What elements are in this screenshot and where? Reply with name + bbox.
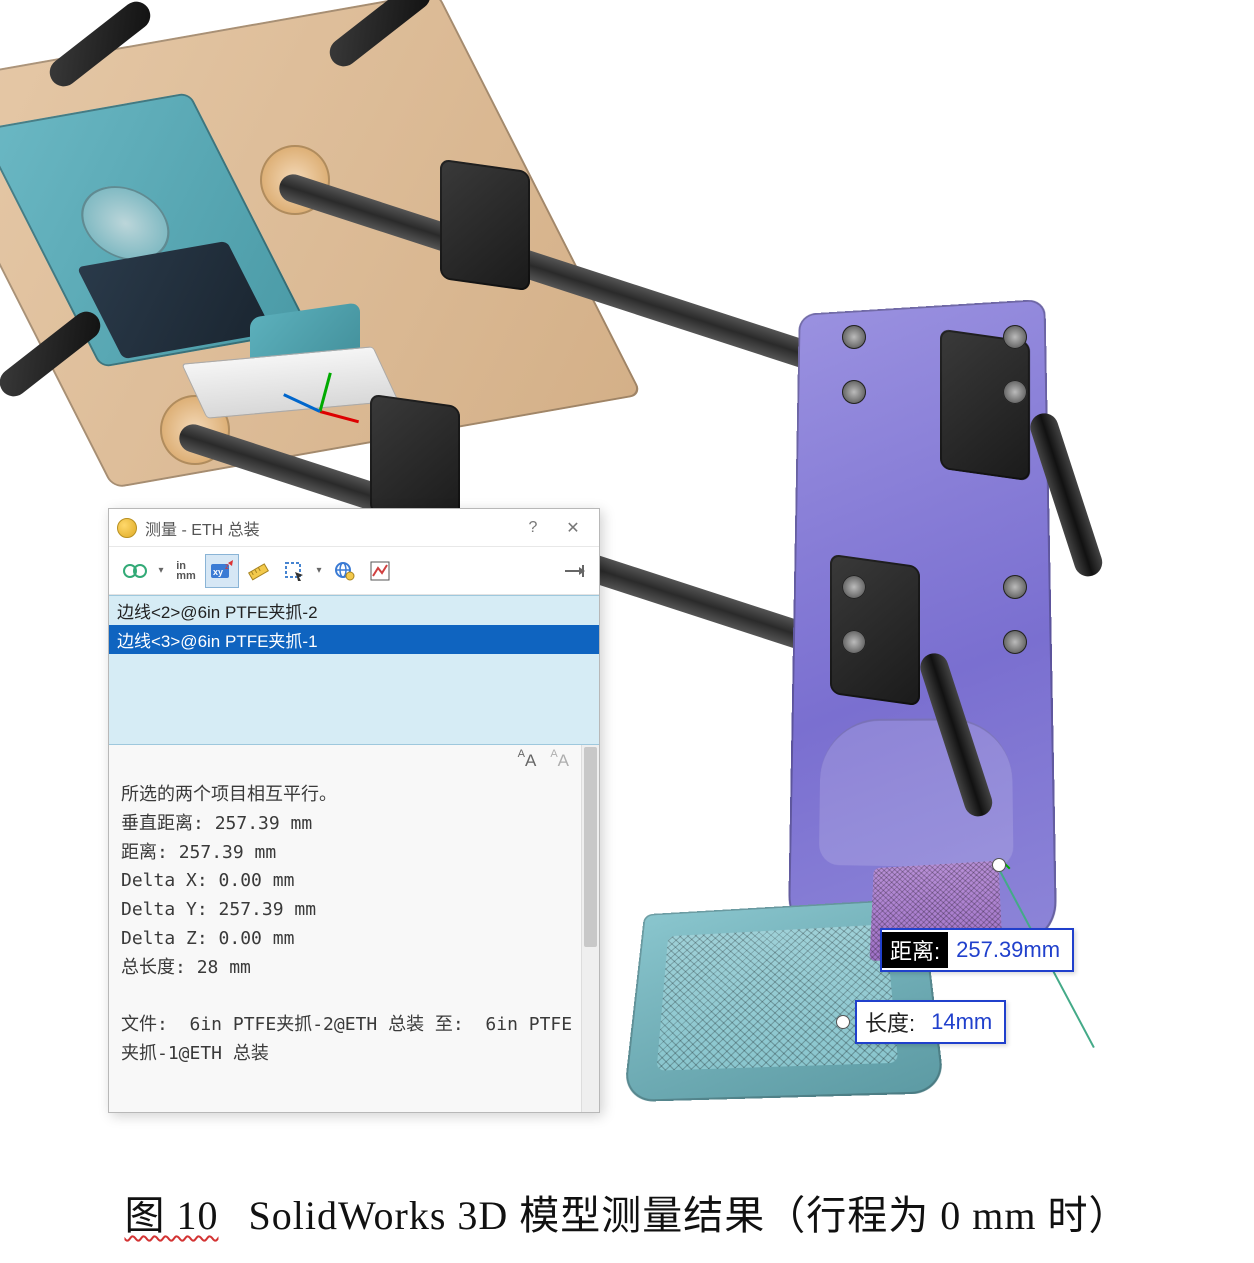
results-text: 所选的两个项目相互平行。 垂直距离: 257.39 mm 距离: 257.39 … xyxy=(121,781,587,1069)
origin-triad-icon xyxy=(300,380,360,440)
pin-button[interactable] xyxy=(557,554,591,588)
cad-clamp xyxy=(370,394,460,527)
globe-button[interactable] xyxy=(327,554,361,588)
dropdown-icon[interactable]: ▾ xyxy=(155,554,167,588)
file-line: 文件: 6in PTFE夹抓-2@ETH 总装 至: 6in PTFE夹抓-1@… xyxy=(121,1014,572,1064)
svg-text:xy: xy xyxy=(213,567,223,577)
xyz-button[interactable]: xy z xyxy=(205,554,239,588)
parallel-note: 所选的两个项目相互平行。 xyxy=(121,784,337,805)
total-len-value: 28 mm xyxy=(197,957,251,978)
dz-value: 0.00 mm xyxy=(219,928,295,949)
total-len-label: 总长度: xyxy=(121,957,186,978)
perp-dist-value: 257.39 mm xyxy=(215,813,313,834)
history-chart-button[interactable] xyxy=(363,554,397,588)
dx-value: 0.00 mm xyxy=(219,870,295,891)
dy-label: Delta Y: xyxy=(121,899,208,920)
cad-screw xyxy=(842,380,866,404)
distance-callout-value: 257.39mm xyxy=(948,935,1064,965)
selection-row[interactable]: 边线<3>@6in PTFE夹抓-1 xyxy=(109,625,599,654)
dist-value: 257.39 mm xyxy=(179,842,277,863)
svg-text:z: z xyxy=(225,562,229,571)
cad-screw xyxy=(842,575,866,599)
close-button[interactable]: ✕ xyxy=(553,509,593,546)
font-size-controls: AA AA xyxy=(518,751,569,771)
cad-screw xyxy=(1003,575,1027,599)
perp-dist-label: 垂直距离: xyxy=(121,813,204,834)
scrollbar[interactable] xyxy=(581,745,599,1112)
cad-screw xyxy=(1003,380,1027,404)
cad-gripper-mesh xyxy=(657,924,899,1070)
distance-callout[interactable]: 距离: 257.39mm xyxy=(880,928,1074,972)
selection-list[interactable]: 边线<2>@6in PTFE夹抓-2 边线<3>@6in PTFE夹抓-1 xyxy=(109,595,599,745)
help-button[interactable]: ? xyxy=(513,509,553,546)
units-button[interactable]: inmm xyxy=(169,554,203,588)
results-panel: AA AA 所选的两个项目相互平行。 垂直距离: 257.39 mm 距离: 2… xyxy=(109,745,599,1112)
dialog-titlebar[interactable]: 测量 - ETH 总装 ? ✕ xyxy=(109,509,599,547)
selection-row[interactable]: 边线<2>@6in PTFE夹抓-2 xyxy=(109,596,599,625)
figure-caption: 图 10 SolidWorks 3D 模型测量结果（行程为 0 mm 时） xyxy=(0,1183,1254,1241)
cad-clamp xyxy=(440,159,530,292)
ruler-button[interactable] xyxy=(241,554,275,588)
distance-callout-label: 距离: xyxy=(882,932,948,968)
figure-number: 图 10 xyxy=(124,1193,218,1238)
dialog-toolbar: ▾ inmm xy z ▾ xyxy=(109,547,599,595)
measure-app-icon xyxy=(117,518,137,538)
cad-screw xyxy=(1003,325,1027,349)
dx-label: Delta X: xyxy=(121,870,208,891)
dist-label: 距离: xyxy=(121,842,168,863)
unit-mm-label: mm xyxy=(176,571,196,581)
font-increase-button[interactable]: AA xyxy=(518,751,537,771)
callout-endpoint-icon xyxy=(836,1015,850,1029)
font-decrease-button[interactable]: AA xyxy=(550,751,569,771)
scrollbar-thumb[interactable] xyxy=(584,747,597,947)
unit-in-label: in xyxy=(176,561,196,571)
dy-value: 257.39 mm xyxy=(219,899,317,920)
arc-measure-button[interactable] xyxy=(117,554,153,588)
cad-screw xyxy=(842,325,866,349)
dialog-title: 测量 - ETH 总装 xyxy=(145,516,513,540)
length-callout-value: 14mm xyxy=(923,1007,996,1037)
cad-screw xyxy=(1003,630,1027,654)
cad-clamp xyxy=(830,554,920,707)
measure-dialog[interactable]: 测量 - ETH 总装 ? ✕ ▾ inmm xy z ▾ xyxy=(108,508,600,1113)
dropdown-icon[interactable]: ▾ xyxy=(313,554,325,588)
cad-clamp xyxy=(940,329,1030,482)
length-callout-label: 长度: xyxy=(857,1004,923,1040)
dz-label: Delta Z: xyxy=(121,928,208,949)
figure-caption-text: SolidWorks 3D 模型测量结果（行程为 0 mm 时） xyxy=(248,1193,1129,1238)
cad-screw xyxy=(842,630,866,654)
callout-endpoint-icon xyxy=(992,858,1006,872)
length-callout[interactable]: 长度: 14mm xyxy=(855,1000,1006,1044)
select-region-button[interactable] xyxy=(277,554,311,588)
